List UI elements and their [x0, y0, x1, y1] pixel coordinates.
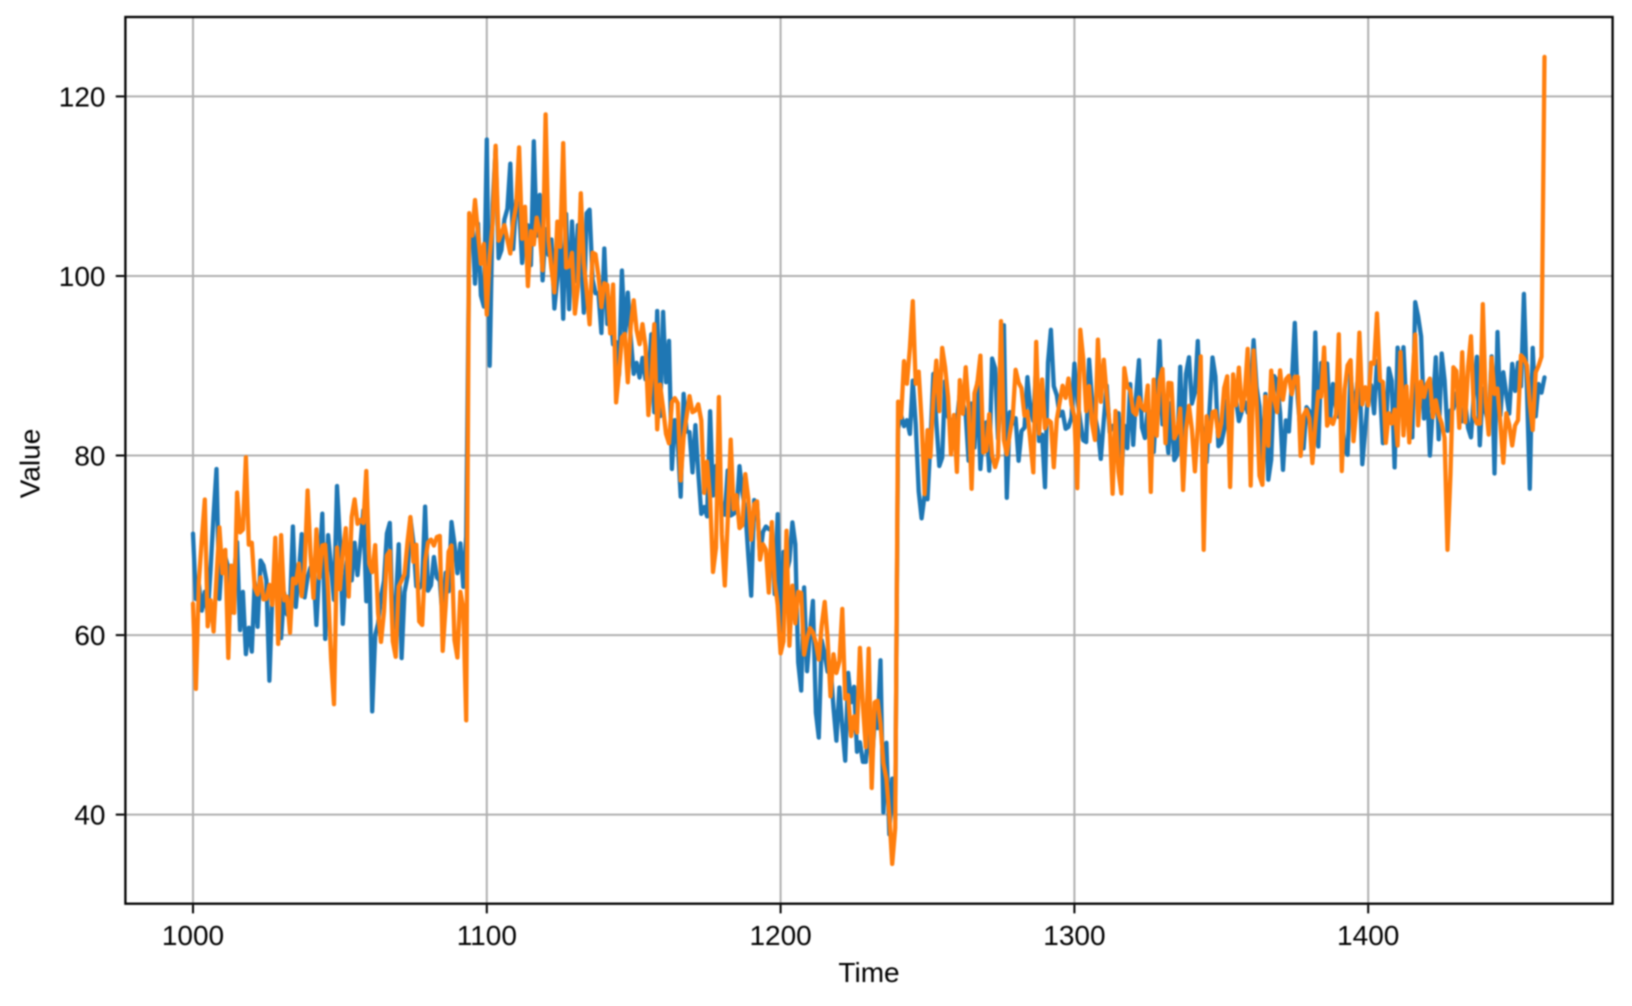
svg-text:40: 40 — [74, 800, 105, 831]
svg-text:120: 120 — [59, 81, 106, 112]
svg-text:1000: 1000 — [162, 920, 224, 951]
svg-text:1300: 1300 — [1043, 920, 1105, 951]
svg-text:1100: 1100 — [457, 920, 517, 951]
svg-text:1200: 1200 — [749, 920, 811, 951]
svg-text:Time: Time — [838, 957, 899, 988]
svg-text:60: 60 — [74, 620, 105, 651]
svg-text:Value: Value — [15, 429, 46, 499]
svg-text:1400: 1400 — [1337, 920, 1399, 951]
svg-text:100: 100 — [59, 261, 106, 292]
svg-text:80: 80 — [74, 441, 105, 472]
